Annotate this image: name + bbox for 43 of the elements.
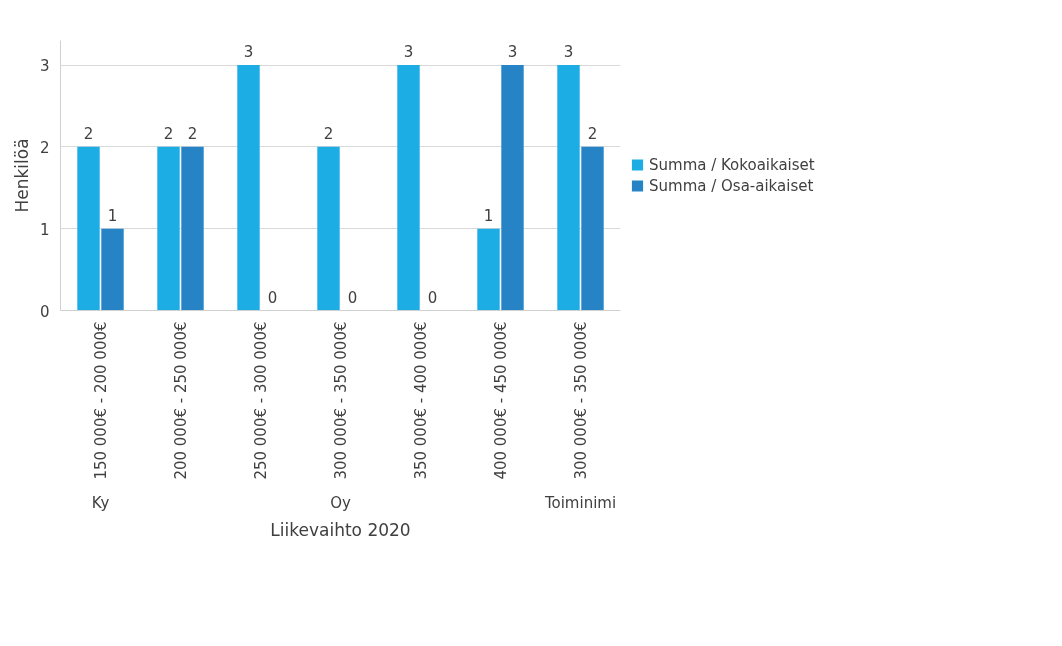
- bar: [581, 146, 604, 311]
- data-label: 0: [267, 288, 278, 307]
- text: Oy: [330, 493, 351, 512]
- x-tick-label: 250 000€ - 300 000€: [251, 321, 270, 480]
- bar: [501, 65, 524, 311]
- bar: [237, 65, 260, 311]
- data-label: 0: [427, 288, 438, 307]
- x-tick-label: 300 000€ - 350 000€: [571, 321, 590, 480]
- data-label: 2: [187, 124, 198, 143]
- data-label: 3: [563, 43, 574, 62]
- data-label: 3: [507, 43, 518, 62]
- x-axis-title: Liikevaihto 2020: [270, 519, 411, 540]
- y-tick-label: 1: [39, 220, 50, 239]
- data-label: 2: [163, 124, 174, 143]
- x-tick-label: 350 000€ - 400 000€: [411, 321, 430, 480]
- text: Ky: [91, 493, 110, 512]
- bar: [397, 65, 420, 311]
- data-label: 3: [403, 43, 414, 62]
- legend-label: Summa / Osa-aikaiset: [649, 176, 814, 195]
- y-tick-label: 0: [39, 302, 50, 321]
- x-tick-label: 200 000€ - 250 000€: [171, 321, 190, 480]
- data-label: 2: [323, 124, 334, 143]
- bar: [317, 146, 340, 311]
- text: Toiminimi: [543, 493, 617, 512]
- x-tick-label: 150 000€ - 200 000€: [91, 321, 110, 480]
- data-label: 2: [587, 124, 598, 143]
- bar: [557, 65, 580, 311]
- bar: [77, 146, 100, 311]
- y-axis-title: Henkilöä: [11, 138, 32, 213]
- data-label: 2: [83, 124, 94, 143]
- data-label: 1: [483, 206, 494, 225]
- bar: [101, 228, 124, 311]
- bar: [477, 228, 500, 311]
- data-label: 1: [107, 206, 118, 225]
- x-tick-label: 300 000€ - 350 000€: [331, 321, 350, 480]
- y-tick-label: 3: [39, 57, 50, 76]
- bar: [157, 146, 180, 311]
- x-tick-label: 400 000€ - 450 000€: [491, 321, 510, 480]
- data-label: 0: [347, 288, 358, 307]
- legend-label: Summa / Kokoaikaiset: [649, 155, 815, 174]
- bar: [181, 146, 204, 311]
- y-tick-label: 2: [39, 138, 50, 157]
- data-label: 3: [243, 43, 254, 62]
